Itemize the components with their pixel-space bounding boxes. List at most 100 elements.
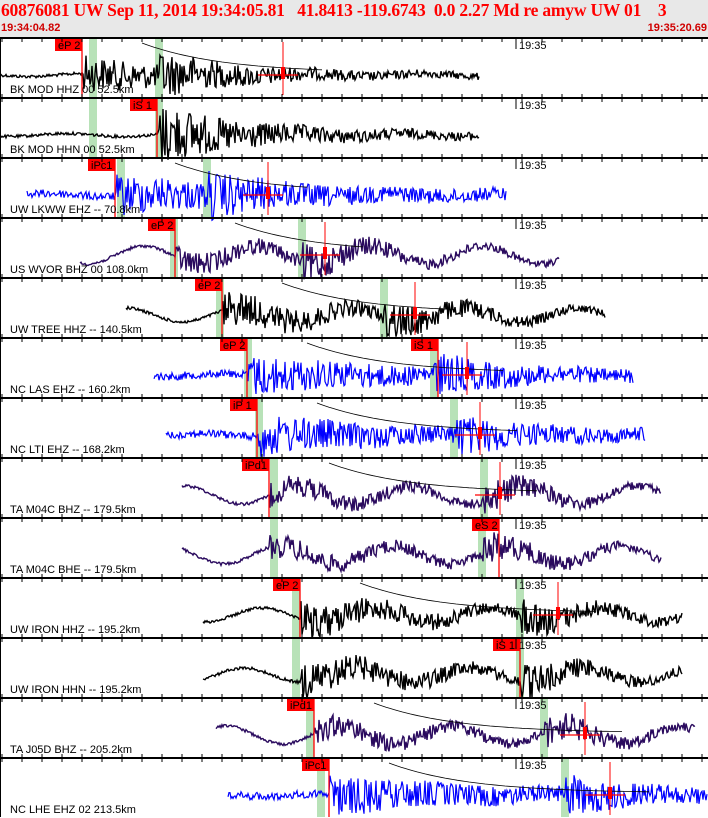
phase-pick-flag[interactable]: [220, 339, 247, 351]
trace-row[interactable]: eS 2 19:35 TA M04C BHE -- 179.5km: [0, 514, 708, 577]
waveform: [0, 108, 480, 162]
coda-decay-curve: [373, 702, 622, 732]
trace-row[interactable]: iPc1 19:35 NC LHE EHZ 02 213.5km: [0, 754, 708, 817]
event-header: 60876081 UW Sep 11, 2014 19:34:05.81 41.…: [0, 0, 708, 37]
pick-window: [292, 639, 300, 697]
trace-row[interactable]: eP 2 19:35 UW IRON HHZ -- 195.2km: [0, 574, 708, 639]
coda-decay-curve: [141, 42, 323, 71]
phase-pick-flag[interactable]: [130, 99, 157, 111]
coda-marker-box: [556, 607, 560, 619]
minute-label: 19:35: [519, 520, 547, 532]
pick-window: [89, 99, 97, 157]
trace-row[interactable]: iS 1 19:35 UW IRON HHN -- 195.2km: [0, 634, 708, 699]
pick-window: [516, 579, 524, 637]
phase-pick-s-flag[interactable]: [411, 339, 438, 351]
station-label: TA M04C BHZ -- 179.5km: [10, 504, 136, 516]
coda-decay-curve: [359, 582, 597, 612]
phase-pick-s-label: iS 1: [414, 340, 433, 352]
station-label: NC LHE EHZ 02 213.5km: [10, 804, 136, 816]
waveform: [227, 775, 708, 815]
minute-label: 19:35: [519, 760, 547, 772]
trace-row[interactable]: eP 2 19:35 US WVOR BHZ 00 108.0km: [0, 214, 708, 280]
phase-pick-flag[interactable]: [230, 399, 257, 411]
pick-window: [244, 339, 252, 397]
waveform: [153, 354, 634, 395]
phase-pick-flag[interactable]: [88, 159, 115, 171]
pick-window: [203, 159, 211, 217]
phase-pick-label: eS 2: [475, 520, 498, 532]
minute-label: 19:35: [519, 160, 547, 172]
trace-row[interactable]: iPc1 19:35 UW LKWW EHZ -- 70.8km: [0, 154, 708, 222]
coda-marker-box: [465, 367, 469, 379]
trace-row[interactable]: eP 2 19:35 UW TREE HHZ -- 140.5km: [0, 274, 708, 338]
phase-pick-flag[interactable]: [148, 219, 175, 231]
waveform: [181, 532, 662, 574]
coda-marker-box: [478, 427, 482, 439]
station-label: BK MOD HHZ 00 52.5km: [10, 84, 133, 96]
phase-pick-flag[interactable]: [472, 519, 499, 531]
coda-decay-curve: [306, 342, 504, 371]
trace-row[interactable]: iPd1 19:35 TA M04C BHZ -- 179.5km: [0, 454, 708, 517]
minute-label: 19:35: [519, 400, 547, 412]
coda-marker-box: [281, 67, 285, 79]
phase-pick-label: iPd1: [290, 700, 312, 712]
minute-label: 19:35: [519, 220, 547, 232]
station-label: TA M04C BHE -- 179.5km: [10, 564, 136, 576]
waveform: [202, 597, 683, 639]
minute-label: 19:35: [519, 100, 547, 112]
station-label: UW LKWW EHZ -- 70.8km: [10, 204, 140, 216]
pick-window: [216, 279, 224, 337]
coda-marker-box: [583, 727, 587, 739]
minute-label: 19:35: [519, 280, 547, 292]
trace-row[interactable]: iP 1 19:35 NC LTI EHZ -- 168.2km: [0, 394, 708, 457]
coda-decay-curve: [388, 762, 649, 793]
phase-pick-label: eP 2: [58, 40, 80, 52]
phase-pick-label: iS 1: [133, 100, 152, 112]
phase-pick-label: iPd1: [245, 460, 267, 472]
coda-marker-box: [266, 187, 270, 199]
station-label: NC LTI EHZ -- 168.2km: [10, 444, 125, 456]
phase-pick-label: eP 2: [276, 580, 298, 592]
station-label: US WVOR BHZ 00 108.0km: [10, 264, 148, 276]
pick-window: [270, 459, 278, 517]
phase-pick-flag[interactable]: [493, 639, 520, 651]
pick-window: [450, 399, 458, 457]
station-label: UW IRON HHN -- 195.2km: [10, 684, 141, 696]
waveform: [125, 292, 606, 338]
phase-pick-label: iPc1: [305, 760, 326, 772]
phase-pick-label: iS 1: [496, 640, 515, 652]
waveform: [181, 474, 662, 514]
phase-pick-label: iP 1: [233, 400, 252, 412]
minute-label: 19:35: [519, 700, 547, 712]
coda-decay-curve: [174, 162, 308, 188]
phase-pick-label: eP 2: [198, 280, 220, 292]
coda-marker-box: [413, 307, 417, 319]
coda-marker-box: [498, 487, 502, 499]
pick-window: [170, 219, 178, 277]
minute-label: 19:35: [519, 640, 547, 652]
waveform: [0, 52, 480, 96]
station-label: TA J05D BHZ -- 205.2km: [10, 744, 132, 756]
trace-row[interactable]: iPd1 19:35 TA J05D BHZ -- 205.2km: [0, 694, 708, 757]
pick-window: [117, 159, 125, 217]
window-start-time: 19:34:04.82: [1, 22, 61, 34]
trace-row[interactable]: eP 2 iS 1 19:35 NC LAS EHZ -- 160.2km: [0, 334, 708, 397]
phase-pick-label: eP 2: [223, 340, 245, 352]
station-label: UW TREE HHZ -- 140.5km: [10, 324, 142, 336]
phase-pick-flag[interactable]: [273, 579, 300, 591]
pick-window: [317, 759, 325, 817]
minute-label: 19:35: [519, 460, 547, 472]
waveform: [215, 712, 696, 752]
coda-decay-curve: [316, 402, 518, 431]
pick-window: [306, 699, 314, 757]
phase-pick-flag[interactable]: [287, 699, 314, 711]
trace-row[interactable]: iS 1 19:35 BK MOD HHN 00 52.5km: [0, 94, 708, 162]
station-label: BK MOD HHN 00 52.5km: [10, 144, 135, 156]
pick-window: [480, 459, 488, 517]
pick-window: [255, 399, 263, 457]
trace-row[interactable]: eP 2 19:35 BK MOD HHZ 00 52.5km: [0, 37, 708, 97]
minute-label: 19:35: [519, 340, 547, 352]
coda-marker-box: [323, 247, 327, 259]
waveform: [165, 416, 646, 457]
